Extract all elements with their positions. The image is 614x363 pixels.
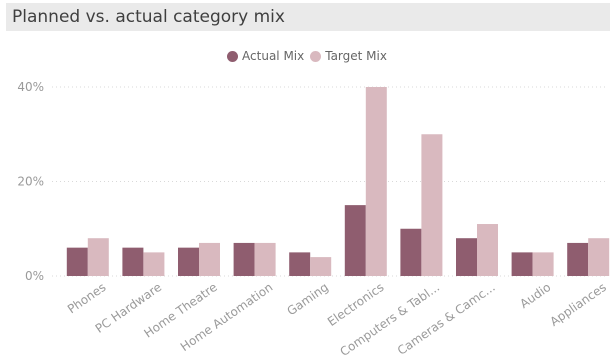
bar-target-mix[interactable] [310,257,332,276]
bar-target-mix[interactable] [532,252,554,276]
bar-actual-mix[interactable] [400,228,422,276]
bar-actual-mix[interactable] [66,247,88,276]
legend-swatch-target-mix [310,50,322,62]
x-tick-label: Computers & Tabl... [337,280,442,359]
x-tick-label: Gaming [284,280,330,318]
chart-title: Planned vs. actual category mix [12,7,285,27]
y-tick-label: 40% [17,80,44,94]
bar-actual-mix[interactable] [233,242,255,276]
x-tick-label: Audio [517,280,553,311]
x-tick-label: Cameras & Camc... [395,280,498,358]
y-tick-label: 20% [17,175,44,189]
x-tick-label: Phones [65,280,109,316]
bar-target-mix[interactable] [365,87,387,276]
title-bar: Planned vs. actual category mix [6,3,610,31]
bar-actual-mix[interactable] [289,252,311,276]
bar-target-mix[interactable] [254,242,276,276]
legend-item-actual-mix[interactable]: Actual Mix [227,49,304,63]
bar-target-mix[interactable] [477,224,498,276]
bar-target-mix[interactable] [87,238,109,276]
bar-actual-mix[interactable] [511,252,533,276]
bar-actual-mix[interactable] [122,247,144,276]
bar-actual-mix[interactable] [344,205,366,276]
bar-target-mix[interactable] [421,134,443,276]
legend-label-target-mix: Target Mix [325,49,387,63]
chart-legend[interactable]: Actual Mix Target Mix [0,49,614,63]
legend-label-actual-mix: Actual Mix [242,49,305,63]
y-tick-label: 0% [25,269,44,283]
x-tick-label: Appliances [547,280,609,329]
bar-target-mix[interactable] [143,252,165,276]
bar-target-mix[interactable] [588,238,610,276]
bar-actual-mix[interactable] [456,238,477,276]
bar-target-mix[interactable] [199,242,220,276]
x-tick-label: Home Automation [178,280,275,354]
bar-actual-mix[interactable] [567,242,589,276]
bar-actual-mix[interactable] [178,247,199,276]
legend-item-target-mix[interactable]: Target Mix [310,49,387,63]
legend-swatch-actual-mix [227,50,239,62]
